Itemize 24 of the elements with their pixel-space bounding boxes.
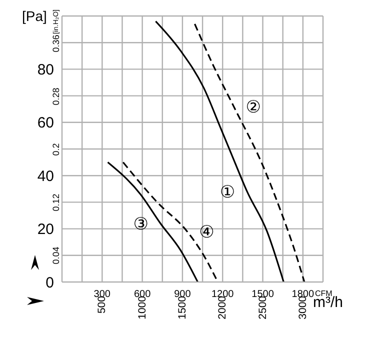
line-series	[122, 162, 219, 282]
annotation: ④	[199, 222, 214, 242]
y2-tick-label: 0.2	[51, 143, 61, 156]
y-axis-title: [Pa]	[22, 8, 47, 24]
y2-tick-label: 0.04	[51, 246, 61, 264]
y-tick-label: 60	[37, 114, 54, 132]
x2-tick-label: 2500	[256, 296, 269, 320]
x2-tick-label: 1000	[136, 296, 148, 320]
x2-tick-label: 2000	[216, 296, 229, 320]
annotation: ②	[246, 97, 261, 118]
line-series	[154, 20, 284, 282]
y2-tick-label: 0.28	[51, 88, 61, 106]
x-axis-title: CFM	[315, 288, 333, 298]
y-tick-label: 20	[37, 221, 54, 238]
line-series	[194, 23, 306, 282]
annotation: ③	[133, 214, 149, 235]
y-tick-label: 0	[46, 274, 54, 292]
y2-tick-label: 0.36	[51, 34, 61, 52]
y2-tick-label: 0.12	[51, 194, 61, 212]
x2-tick-label: 3000	[296, 296, 309, 320]
line-series	[106, 162, 199, 282]
y-tick-label: 40	[37, 168, 54, 185]
annotation: ①	[220, 182, 236, 203]
y-tick-label: 80	[37, 62, 54, 79]
